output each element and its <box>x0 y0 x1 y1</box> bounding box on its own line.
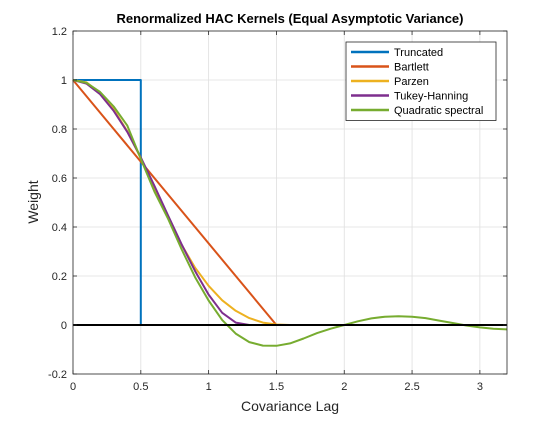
series-line-tukey-hanning <box>72 79 250 326</box>
legend-label: Parzen <box>394 76 429 88</box>
axes-box <box>72 30 508 375</box>
x-tick-label: 3 <box>477 381 483 393</box>
y-tick-label: 1 <box>61 75 67 87</box>
x-tick-label: 2 <box>341 381 347 393</box>
plot-lines <box>72 79 508 347</box>
y-tick-label: 1.2 <box>52 26 67 38</box>
y-axis-label: Weight <box>25 180 41 223</box>
y-tick-label: 0.8 <box>52 124 67 136</box>
chart-title: Renormalized HAC Kernels (Equal Asymptot… <box>116 11 463 26</box>
x-tick-label: 0 <box>70 381 76 393</box>
x-tick-label: 2.5 <box>404 381 419 393</box>
series-line-quadratic-spectral <box>72 79 508 347</box>
x-tick-label: 1 <box>206 381 212 393</box>
series-line-truncated <box>73 79 142 325</box>
legend-label: Truncated <box>394 47 443 59</box>
x-tick-label: 1.5 <box>269 381 284 393</box>
y-tick-label: -0.2 <box>48 369 67 381</box>
series-line-bartlett <box>72 79 278 326</box>
legend-label: Tukey-Hanning <box>394 91 468 103</box>
x-tick-label: 0.5 <box>133 381 148 393</box>
y-tick-label: 0.4 <box>52 222 67 234</box>
legend-label: Bartlett <box>394 62 429 74</box>
legend-label: Quadratic spectral <box>394 105 483 117</box>
tick-labels: 0 0.5 1 1.5 2 2.5 3-0.200.20.40.60.811.2 <box>48 26 507 393</box>
y-tick-label: 0 <box>61 320 67 332</box>
x-axis-label: Covariance Lag <box>241 398 339 414</box>
y-tick-label: 0.6 <box>52 173 67 185</box>
y-tick-label: 0.2 <box>52 271 67 283</box>
legend: Truncated Bartlett Parzen Tukey-Hanning Quad… <box>345 41 497 121</box>
